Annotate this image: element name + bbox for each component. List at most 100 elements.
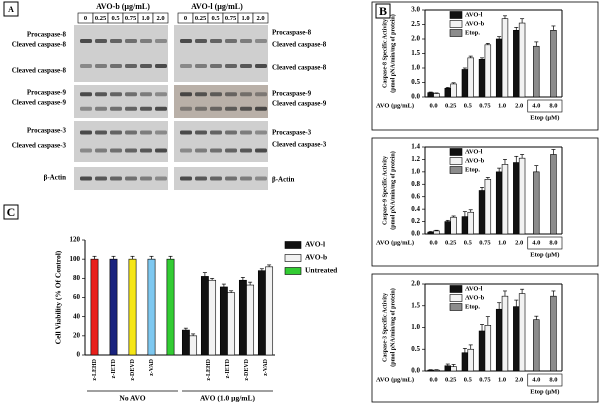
bar bbox=[444, 88, 451, 98]
x-tick-label: 0.75 bbox=[479, 102, 491, 109]
etop-box bbox=[527, 236, 563, 250]
panel-label-box bbox=[3, 1, 19, 17]
x-tick-label: 0.5 bbox=[464, 239, 473, 246]
band bbox=[140, 106, 152, 111]
y-tick-label: 1.4 bbox=[411, 143, 420, 151]
error-bar bbox=[149, 255, 154, 260]
bar bbox=[533, 319, 540, 372]
gel bbox=[174, 85, 268, 118]
blot-label: Cleaved caspase-9 bbox=[272, 100, 327, 108]
error-bar bbox=[520, 154, 525, 159]
band bbox=[255, 106, 267, 111]
blot-title: AVO-l (µg/mL) bbox=[191, 2, 243, 11]
blot-label: Procaspase-3 bbox=[27, 127, 67, 135]
y-tick-label: 1.5 bbox=[411, 49, 420, 57]
legend-label: AVO-l bbox=[465, 11, 483, 18]
error-bar bbox=[183, 327, 188, 331]
panel-label: B bbox=[379, 4, 387, 18]
band bbox=[210, 106, 222, 111]
blot-label: β-Actin bbox=[272, 176, 294, 184]
legend-label: AVO-l bbox=[465, 148, 483, 155]
error-bar bbox=[497, 36, 502, 39]
error-bar bbox=[534, 41, 539, 47]
y-axis-label: Caspase-9 Specific Activity bbox=[382, 156, 388, 225]
bar bbox=[484, 179, 492, 235]
x-tick-label: z-IETD bbox=[225, 358, 231, 378]
bar bbox=[433, 230, 440, 235]
y-tick-label: 1.0 bbox=[411, 167, 420, 175]
panel-label: C bbox=[7, 205, 16, 219]
band bbox=[180, 106, 192, 111]
error-bar bbox=[428, 91, 433, 93]
band bbox=[225, 92, 237, 97]
error-bar bbox=[520, 288, 525, 294]
error-bar bbox=[445, 363, 450, 366]
band bbox=[240, 64, 252, 69]
bar bbox=[246, 284, 255, 356]
bar bbox=[484, 325, 492, 372]
band bbox=[125, 38, 137, 43]
y-tick-label: 0.2 bbox=[411, 217, 420, 225]
bar bbox=[450, 366, 457, 372]
bar bbox=[208, 279, 217, 356]
error-bar bbox=[92, 255, 97, 260]
x-tick-label: 0.0 bbox=[430, 239, 438, 246]
error-bar bbox=[480, 324, 485, 331]
blot-label: Cleaved caspase-3 bbox=[272, 141, 327, 149]
y-axis-label: Caspase-8 Specific Activity bbox=[382, 19, 388, 88]
lane-label: 1.0 bbox=[141, 15, 149, 22]
band bbox=[180, 92, 192, 97]
x-tick-label: z-DEVD bbox=[244, 358, 250, 380]
error-bar bbox=[485, 42, 490, 45]
legend-label: AVO-b bbox=[305, 253, 327, 262]
band bbox=[210, 38, 222, 43]
x-tick-label: 0.5 bbox=[464, 102, 473, 109]
error-bar bbox=[229, 290, 234, 293]
bar bbox=[450, 216, 457, 235]
chart-frame bbox=[371, 1, 599, 131]
x-tick-label: z-IETD bbox=[111, 358, 117, 378]
band bbox=[125, 176, 137, 181]
y-axis-label: Cell Viability (% Of Control) bbox=[54, 250, 63, 344]
bar bbox=[427, 369, 434, 372]
band bbox=[180, 38, 192, 43]
band bbox=[255, 92, 267, 97]
gel bbox=[74, 85, 168, 118]
error-bar bbox=[485, 316, 490, 326]
band bbox=[210, 64, 222, 69]
error-bar bbox=[514, 155, 519, 163]
legend-swatch bbox=[284, 241, 302, 249]
band bbox=[80, 148, 92, 153]
lane-label: 0.75 bbox=[125, 15, 137, 22]
band bbox=[240, 176, 252, 181]
x-tick-label: 0.0 bbox=[430, 102, 438, 109]
x-tick-label: z-VAD bbox=[149, 358, 155, 376]
x-axis-label-2: Etop (µM) bbox=[530, 388, 559, 395]
band bbox=[140, 130, 152, 135]
lane-label: 0.75 bbox=[225, 15, 237, 22]
bar bbox=[427, 231, 434, 235]
band bbox=[80, 106, 92, 111]
error-bar bbox=[514, 27, 519, 31]
y-tick-label: 0.0 bbox=[411, 93, 420, 101]
band bbox=[210, 92, 222, 97]
legend-label: AVO-b bbox=[465, 294, 485, 301]
x-tick-label: 4.0 bbox=[532, 239, 540, 246]
band bbox=[195, 92, 207, 97]
bar bbox=[166, 258, 175, 356]
bar bbox=[461, 352, 469, 372]
blot-title: AVO-b (µg/mL) bbox=[96, 2, 150, 11]
y-tick-label: 120 bbox=[70, 236, 81, 244]
error-bar bbox=[434, 229, 439, 231]
error-bar bbox=[434, 92, 439, 94]
band bbox=[155, 64, 167, 69]
y-tick-label: 0 bbox=[77, 351, 81, 359]
blot-label: Cleaved caspase-9 bbox=[12, 99, 67, 107]
lane-label: 0.25 bbox=[195, 15, 207, 22]
legend-label: Etop. bbox=[465, 29, 480, 36]
y-tick-label: 0.4 bbox=[411, 205, 420, 213]
x-axis-label-2: Etop (µM) bbox=[530, 114, 559, 121]
blot-label: Cleaved caspase-3 bbox=[12, 142, 67, 150]
blot-label: β-Actin bbox=[44, 174, 66, 182]
chart-frame bbox=[371, 137, 599, 267]
